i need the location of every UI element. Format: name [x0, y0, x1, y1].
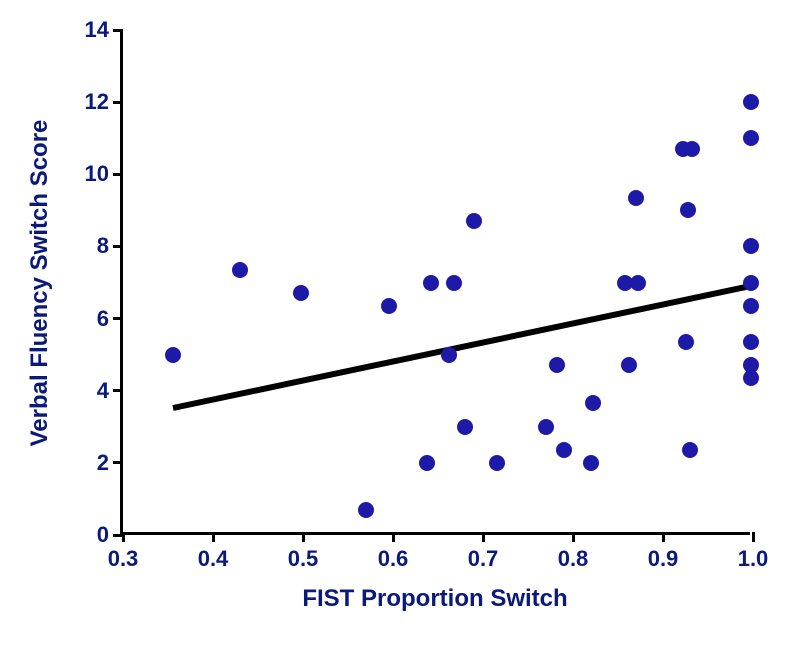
data-point [585, 395, 601, 411]
x-tick-label: 0.3 [108, 532, 139, 572]
y-tick-label: 6 [97, 306, 123, 332]
x-axis-title: FIST Proportion Switch [302, 585, 567, 613]
data-point [293, 285, 309, 301]
data-point [684, 141, 700, 157]
data-point [628, 190, 644, 206]
data-point [743, 94, 759, 110]
data-point [441, 347, 457, 363]
x-tick-label: 1.0 [738, 532, 769, 572]
x-tick-label: 0.5 [288, 532, 319, 572]
y-tick-label: 10 [85, 161, 123, 187]
x-tick-label: 0.9 [648, 532, 679, 572]
data-point [446, 275, 462, 291]
scatter-chart: 024681012140.30.40.50.60.70.80.91.0 Verb… [0, 0, 800, 648]
data-point [232, 262, 248, 278]
data-point [743, 298, 759, 314]
y-tick-label: 8 [97, 233, 123, 259]
y-tick-label: 4 [97, 378, 123, 404]
data-point [419, 455, 435, 471]
y-tick-label: 14 [85, 17, 123, 43]
data-point [682, 442, 698, 458]
data-point [457, 419, 473, 435]
data-point [423, 275, 439, 291]
data-point [743, 334, 759, 350]
plot-area: 024681012140.30.40.50.60.70.80.91.0 [120, 30, 750, 535]
data-point [538, 419, 554, 435]
data-point [743, 130, 759, 146]
y-tick-label: 12 [85, 89, 123, 115]
data-point [165, 347, 181, 363]
data-point [583, 455, 599, 471]
x-tick-label: 0.4 [198, 532, 229, 572]
x-tick-label: 0.8 [558, 532, 589, 572]
data-point [743, 275, 759, 291]
data-point [630, 275, 646, 291]
trend-line [172, 283, 754, 412]
y-tick-label: 2 [97, 450, 123, 476]
data-point [680, 202, 696, 218]
data-point [621, 357, 637, 373]
y-axis-title: Verbal Fluency Switch Score [26, 119, 54, 446]
data-point [549, 357, 565, 373]
data-point [743, 370, 759, 386]
data-point [743, 238, 759, 254]
x-tick-label: 0.6 [378, 532, 409, 572]
data-point [358, 502, 374, 518]
data-point [466, 213, 482, 229]
data-point [678, 334, 694, 350]
x-tick-label: 0.7 [468, 532, 499, 572]
data-point [381, 298, 397, 314]
data-point [556, 442, 572, 458]
data-point [489, 455, 505, 471]
